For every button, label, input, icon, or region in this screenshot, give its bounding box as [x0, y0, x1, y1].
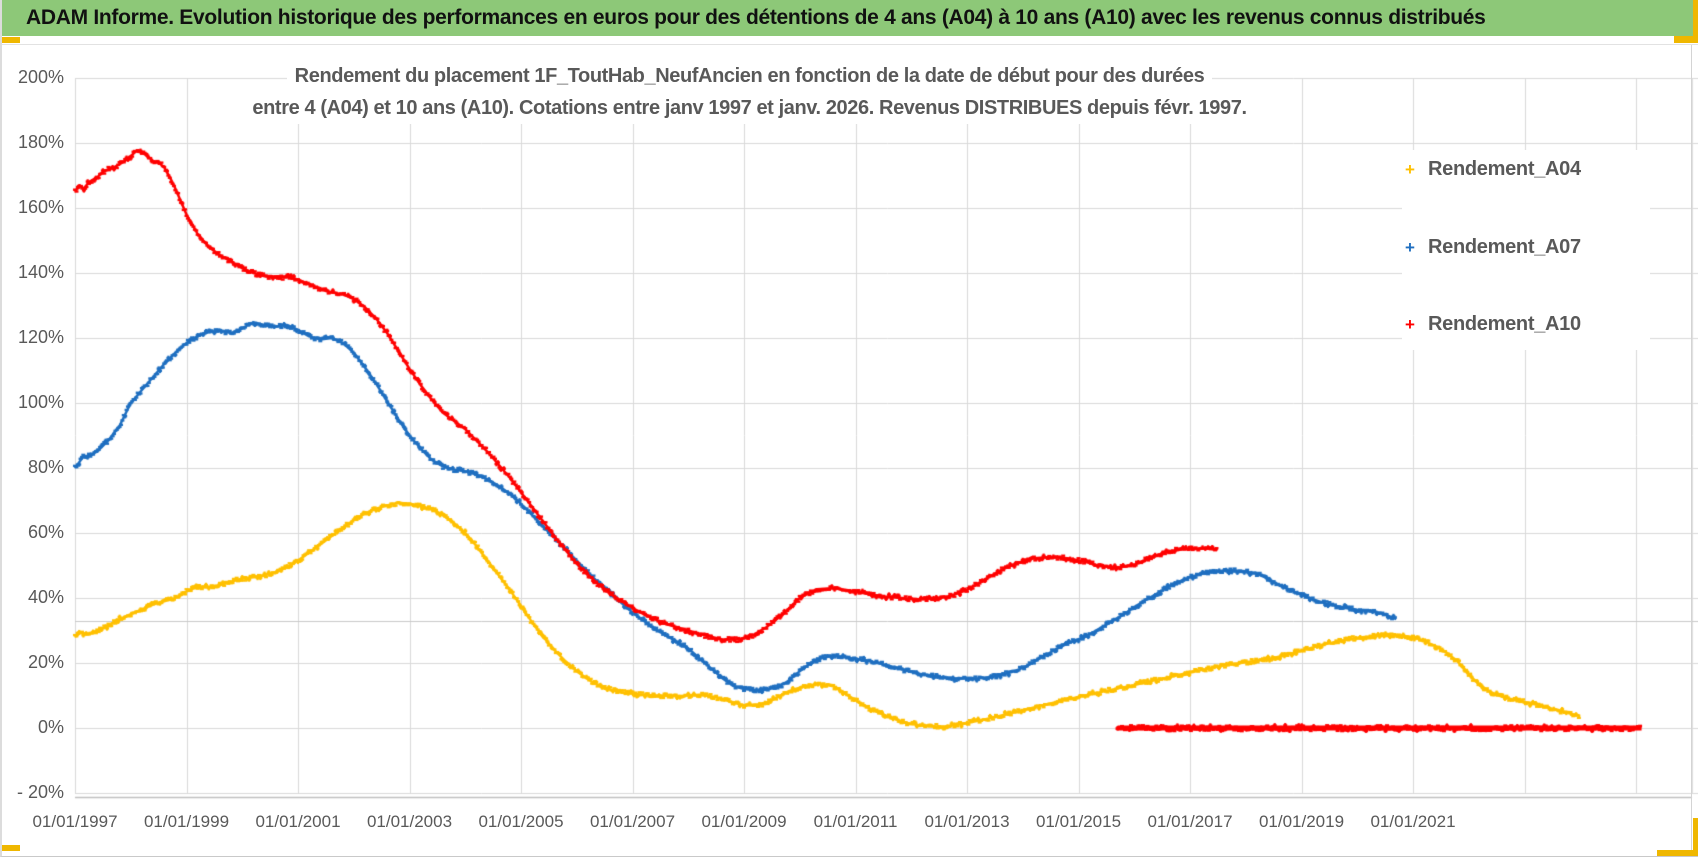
- x-tick-label: 01/01/1999: [143, 812, 230, 831]
- chart-title: Rendement du placement 1F_ToutHab_NeufAn…: [77, 60, 1422, 124]
- legend-plus-marker: +: [1405, 315, 1415, 334]
- legend-item-rendement_a10[interactable]: + Rendement_A10: [1402, 313, 1650, 336]
- x-tick-label: 01/01/2019: [1258, 812, 1345, 831]
- x-tick-label: 01/01/2003: [366, 812, 453, 831]
- legend-plus-marker: +: [1405, 160, 1415, 179]
- y-tick-label: 120%: [17, 327, 64, 347]
- report-header-title: ADAM Informe. Evolution historique des p…: [26, 6, 1486, 29]
- y-tick-label: 160%: [17, 197, 64, 217]
- chart-title-line1: Rendement du placement 1F_ToutHab_NeufAn…: [286, 60, 1213, 92]
- y-tick-label: 140%: [17, 262, 64, 282]
- x-tick-label: 01/01/2015: [1035, 812, 1122, 831]
- x-tick-label: 01/01/1997: [32, 812, 118, 831]
- y-tick-label: - 20%: [16, 782, 64, 802]
- report-header: ADAM Informe. Evolution historique des p…: [2, 0, 1698, 36]
- y-tick-label: 180%: [17, 132, 64, 152]
- selection-accent-bottom-left: [2, 845, 20, 851]
- y-tick-label: 20%: [27, 652, 64, 672]
- y-tick-label: 200%: [17, 67, 64, 87]
- legend-label: Rendement_A04: [1428, 158, 1581, 180]
- y-tick-label: 100%: [17, 392, 64, 412]
- x-tick-label: 01/01/2005: [478, 812, 564, 831]
- x-tick-label: 01/01/2001: [255, 812, 341, 831]
- legend-plus-marker: +: [1405, 237, 1415, 257]
- y-tick-label: 40%: [27, 587, 64, 607]
- selection-accent-top-right-h: [1674, 36, 1698, 43]
- legend-label: Rendement_A10: [1428, 313, 1581, 335]
- legend[interactable]: + Rendement_A04 + Rendement_A07 + Rendement_A…: [1402, 150, 1650, 350]
- chart-title-line2: entre 4 (A04) et 10 ans (A10). Cotations…: [244, 92, 1255, 124]
- header-divider: [2, 44, 1698, 45]
- x-tick-label: 01/01/2009: [701, 812, 787, 831]
- legend-label: Rendement_A07: [1428, 235, 1581, 258]
- selection-accent-bottom-right-h: [1657, 850, 1698, 856]
- selection-accent-top-right-v: [1693, 0, 1698, 43]
- x-tick-label: 01/01/2011: [813, 812, 898, 831]
- legend-item-rendement_a04[interactable]: + Rendement_A04: [1402, 158, 1650, 181]
- legend-item-rendement_a07[interactable]: + Rendement_A07: [1402, 236, 1650, 259]
- selection-accent-bottom-right-v: [1693, 818, 1698, 856]
- y-tick-label: 80%: [27, 457, 64, 477]
- x-tick-label: 01/01/2017: [1147, 812, 1233, 831]
- selection-accent-top-left: [2, 37, 20, 43]
- y-tick-label: 60%: [27, 522, 64, 542]
- x-tick-label: 01/01/2021: [1370, 812, 1456, 831]
- x-tick-label: 01/01/2013: [924, 812, 1010, 831]
- y-tick-label: 0%: [37, 717, 64, 737]
- sheet-right-border: [1691, 44, 1692, 856]
- x-tick-label: 01/01/2007: [589, 812, 676, 831]
